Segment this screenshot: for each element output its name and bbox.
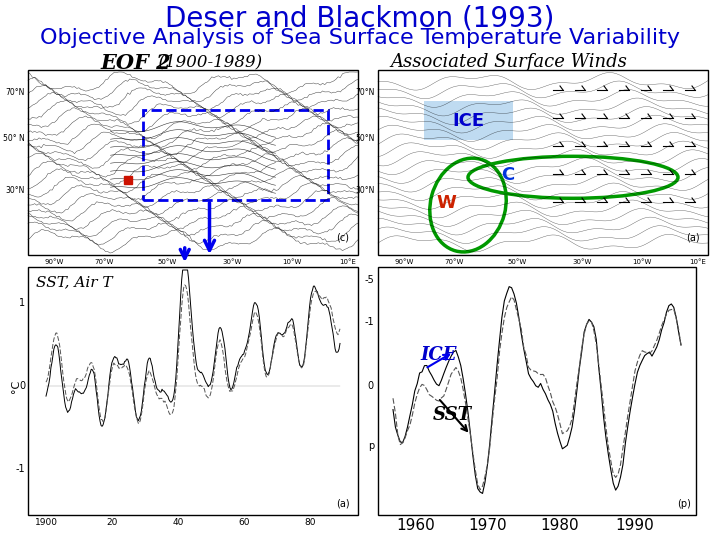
Text: SST, Air T: SST, Air T [36, 275, 112, 289]
Text: 20: 20 [107, 518, 118, 527]
Text: Deser and Blackmon (1993): Deser and Blackmon (1993) [166, 5, 554, 33]
Text: Objective Analysis of Sea Surface Temperature Variability: Objective Analysis of Sea Surface Temper… [40, 28, 680, 48]
Text: -1: -1 [364, 316, 374, 327]
Text: 1990: 1990 [616, 518, 654, 533]
Text: (c): (c) [336, 233, 349, 243]
Bar [143, 110, 328, 200]
Bar [378, 267, 696, 515]
Text: W: W [436, 194, 456, 212]
Text: 40: 40 [173, 518, 184, 527]
Text: 0: 0 [19, 381, 25, 391]
Text: 70°W: 70°W [94, 259, 114, 265]
Text: 90°W: 90°W [395, 259, 414, 265]
Text: SST: SST [433, 406, 472, 424]
Text: EOF 2: EOF 2 [100, 53, 171, 73]
Text: °C: °C [11, 380, 21, 393]
Text: -5: -5 [364, 275, 374, 285]
Text: 1970: 1970 [469, 518, 508, 533]
Text: 30°N: 30°N [6, 186, 25, 195]
Text: 70°W: 70°W [444, 259, 464, 265]
Text: 1: 1 [19, 298, 25, 308]
Text: ICE: ICE [420, 346, 456, 364]
Text: 10°W: 10°W [632, 259, 652, 265]
Text: (1900-1989): (1900-1989) [148, 53, 262, 70]
Text: ICE: ICE [452, 111, 485, 130]
Text: 50°W: 50°W [157, 259, 176, 265]
Text: 0: 0 [368, 381, 374, 391]
Text: 10°E: 10°E [690, 259, 706, 265]
Text: 1960: 1960 [397, 518, 436, 533]
Text: 70°N: 70°N [356, 87, 375, 97]
FancyBboxPatch shape [424, 101, 513, 140]
Text: (a): (a) [686, 233, 700, 243]
Text: 50°W: 50°W [507, 259, 526, 265]
Bar [28, 70, 358, 255]
Bar [378, 70, 708, 255]
Text: 80: 80 [305, 518, 316, 527]
Text: 50° N: 50° N [4, 134, 25, 143]
Text: -1: -1 [15, 464, 25, 474]
Text: 30°N: 30°N [356, 186, 375, 195]
Text: 30°W: 30°W [573, 259, 593, 265]
Text: (a): (a) [336, 499, 350, 509]
Text: 1900: 1900 [35, 518, 58, 527]
Text: 50°N: 50°N [356, 134, 375, 143]
Text: 90°W: 90°W [45, 259, 64, 265]
Bar [28, 267, 358, 515]
Text: 10°W: 10°W [282, 259, 302, 265]
Text: 1980: 1980 [541, 518, 580, 533]
Text: (p): (p) [677, 499, 691, 509]
Text: 70°N: 70°N [6, 87, 25, 97]
Text: 10°E: 10°E [340, 259, 356, 265]
Text: 30°W: 30°W [223, 259, 243, 265]
Text: p: p [368, 441, 374, 450]
Text: Associated Surface Winds: Associated Surface Winds [390, 53, 627, 71]
Text: C: C [501, 166, 515, 184]
Text: 60: 60 [238, 518, 250, 527]
